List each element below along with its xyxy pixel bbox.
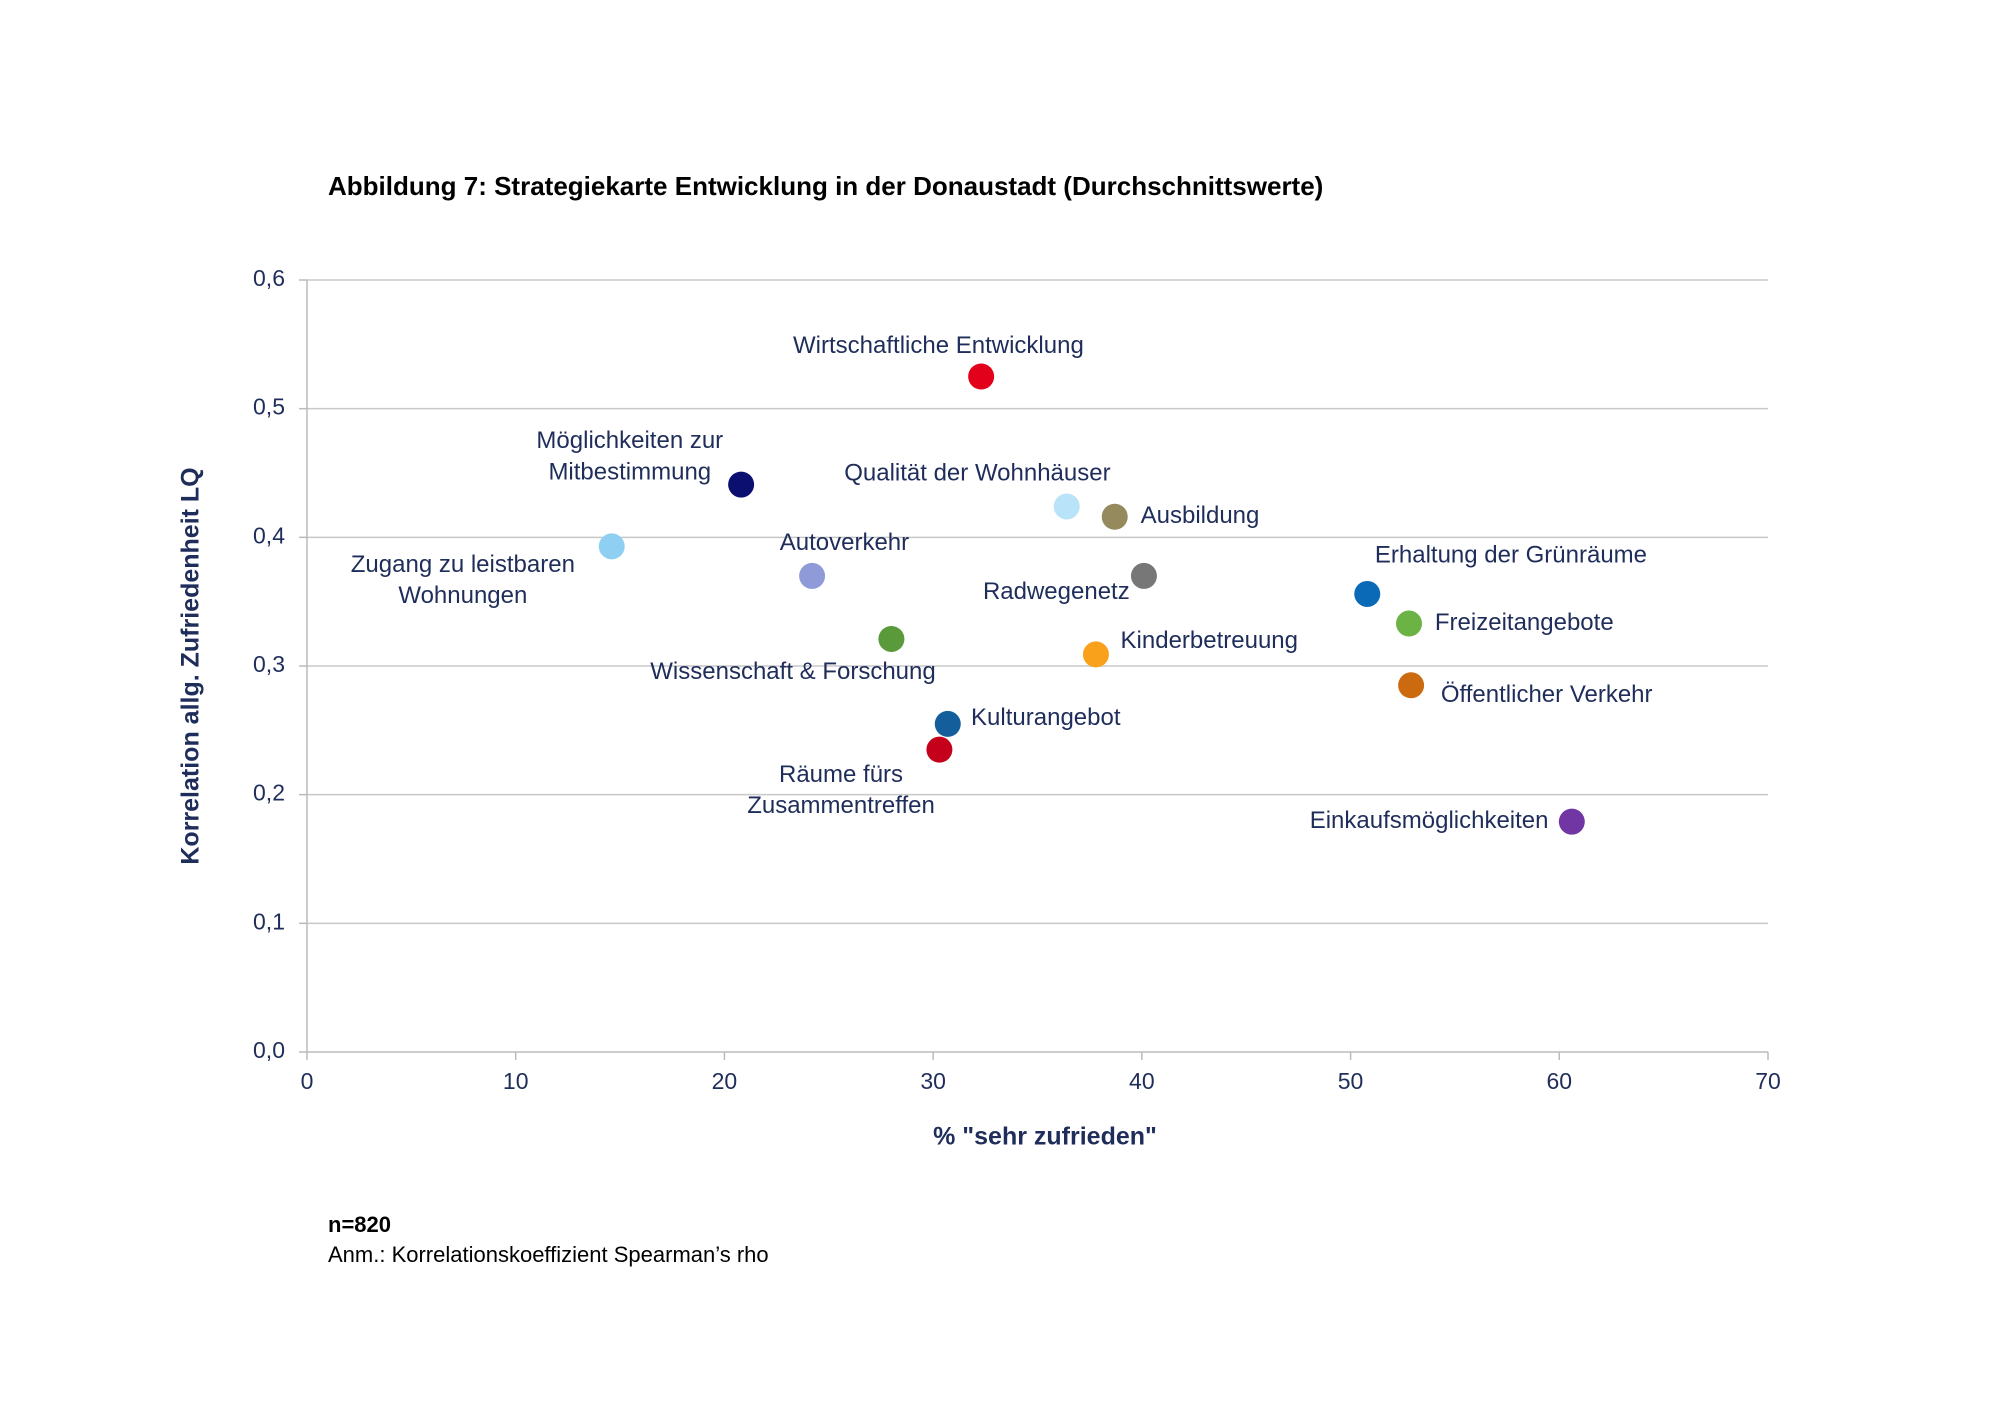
point-label: Wirtschaftliche Entwicklung xyxy=(793,332,1084,359)
point xyxy=(878,625,905,652)
x-tick-label: 10 xyxy=(503,1068,529,1094)
point-label: Wissenschaft & Forschung xyxy=(650,658,935,685)
point-label: Einkaufsmöglichkeiten xyxy=(1310,807,1549,834)
point-label: Mitbestimmung xyxy=(548,458,711,485)
point xyxy=(799,562,826,589)
point-label: Kulturangebot xyxy=(971,704,1121,731)
point-label: Zusammentreffen xyxy=(747,792,935,819)
x-tick-label: 50 xyxy=(1338,1068,1364,1094)
point-label: Zugang zu leistbaren xyxy=(351,551,575,578)
y-tick-label: 0,1 xyxy=(253,908,285,934)
point xyxy=(926,736,953,763)
y-tick-label: 0,0 xyxy=(253,1037,285,1063)
y-tick-label: 0,3 xyxy=(253,651,285,677)
point xyxy=(1558,808,1585,835)
point xyxy=(1354,580,1381,607)
point-label: Möglichkeiten zur xyxy=(536,427,723,454)
point xyxy=(1101,503,1128,530)
point-label: Wohnungen xyxy=(398,582,527,609)
y-axis-label: Korrelation allg. Zufriedenheit LQ xyxy=(177,467,205,864)
point-label: Räume fürs xyxy=(779,761,903,788)
y-tick-label: 0,6 xyxy=(253,265,285,291)
x-tick-label: 60 xyxy=(1546,1068,1572,1094)
point xyxy=(934,710,961,737)
x-axis-label: % "sehr zufrieden" xyxy=(933,1123,1157,1151)
chart-title: Abbildung 7: Strategiekarte Entwicklung … xyxy=(328,171,1323,201)
point xyxy=(1396,610,1423,637)
point xyxy=(1053,493,1080,520)
x-tick-label: 30 xyxy=(920,1068,946,1094)
point-label: Qualität der Wohnhäuser xyxy=(844,459,1110,486)
y-tick-label: 0,2 xyxy=(253,780,285,806)
x-tick-label: 0 xyxy=(301,1068,314,1094)
point xyxy=(968,363,995,390)
note: n=820 xyxy=(328,1212,391,1237)
point-label: Erhaltung der Grünräume xyxy=(1375,542,1647,569)
point-label: Kinderbetreuung xyxy=(1121,627,1298,654)
note: Anm.: Korrelationskoeffizient Spearman’s… xyxy=(328,1242,769,1267)
point xyxy=(728,471,755,498)
point xyxy=(598,533,625,560)
x-tick-label: 20 xyxy=(712,1068,738,1094)
point xyxy=(1130,562,1157,589)
point-label: Freizeitangebote xyxy=(1435,609,1614,636)
x-tick-label: 40 xyxy=(1129,1068,1155,1094)
y-tick-label: 0,4 xyxy=(253,522,285,548)
x-tick-label: 70 xyxy=(1755,1068,1781,1094)
point-label: Autoverkehr xyxy=(780,529,909,556)
point-label: Ausbildung xyxy=(1141,502,1260,529)
point-label: Öffentlicher Verkehr xyxy=(1441,681,1653,708)
point xyxy=(1082,641,1109,668)
point xyxy=(1398,672,1425,699)
point-label: Radwegenetz xyxy=(983,578,1130,605)
y-tick-label: 0,5 xyxy=(253,394,285,420)
